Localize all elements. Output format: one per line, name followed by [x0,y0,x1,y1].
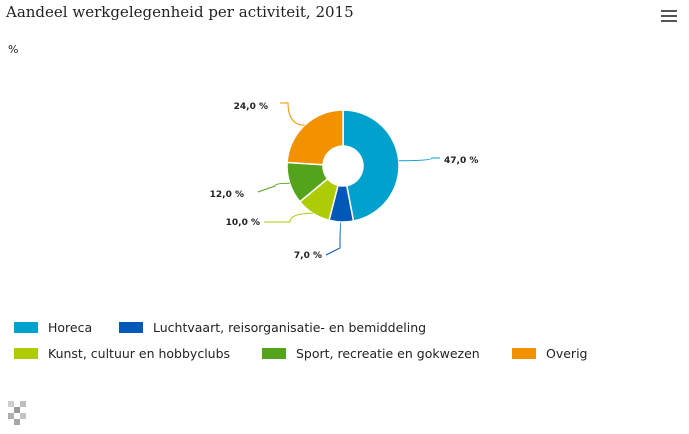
legend-label: Sport, recreatie en gokwezen [296,346,480,361]
legend-item-luchtvaart[interactable]: Luchtvaart, reisorganisatie- en bemiddel… [119,320,426,335]
hamburger-menu-icon[interactable] [661,10,677,24]
legend-swatch [14,348,38,359]
legend-item-horeca[interactable]: Horeca [14,320,92,335]
legend-item-overig[interactable]: Overig [512,346,587,361]
label-connector [325,221,342,256]
chart-title: Aandeel werkgelegenheid per activiteit, … [6,3,354,21]
legend-swatch [262,348,286,359]
data-label: 10,0 % [226,218,260,228]
data-label: 47,0 % [444,156,478,166]
legend-swatch [119,322,143,333]
data-label: 24,0 % [234,102,268,112]
label-connector [264,212,313,223]
cbs-logo-icon [8,401,26,425]
label-connector [398,157,440,162]
legend-swatch [14,322,38,333]
legend-item-kunst[interactable]: Kunst, cultuur en hobbyclubs [14,346,230,361]
legend-swatch [512,348,536,359]
data-label: 7,0 % [294,251,322,261]
label-connector [257,182,290,193]
legend-label: Overig [546,346,588,361]
pie-slice[interactable] [286,109,344,166]
data-label: 12,0 % [210,190,244,200]
legend-label: Luchtvaart, reisorganisatie- en bemiddel… [153,320,427,335]
legend-item-sport[interactable]: Sport, recreatie en gokwezen [262,346,480,361]
label-connector [280,102,305,126]
legend-label: Kunst, cultuur en hobbyclubs [48,346,231,361]
legend-label: Horeca [48,320,93,335]
unit-label: % [8,43,19,56]
donut-chart: 47,0 % 7,0 % 10,0 % 12,0 % 24,0 % [210,102,479,261]
pie-slice[interactable] [342,109,400,222]
